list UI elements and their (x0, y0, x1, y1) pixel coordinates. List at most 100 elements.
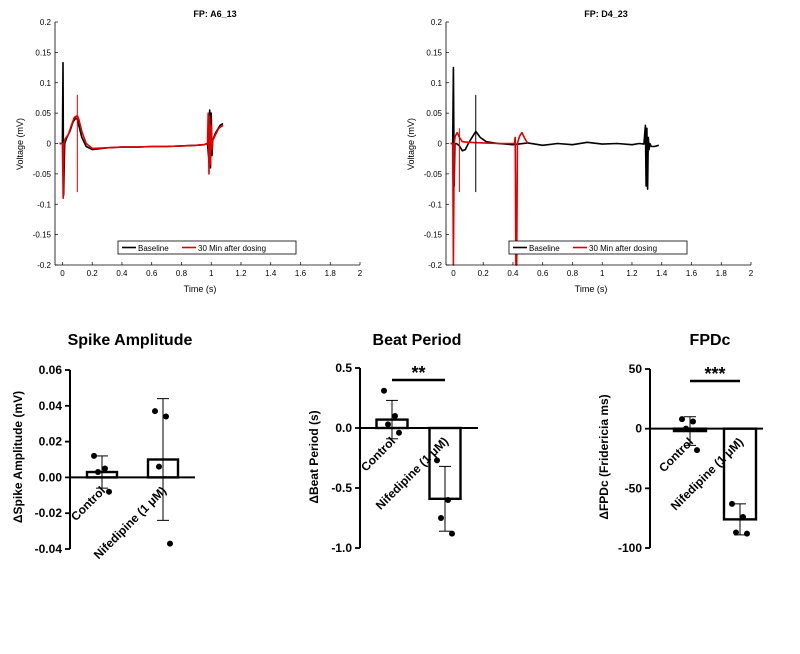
category-label: Control (656, 435, 696, 475)
data-point (679, 416, 685, 423)
trace-lines (59, 61, 224, 199)
y-tick-label: 0.1 (40, 79, 52, 88)
data-point (163, 413, 169, 420)
y-tick-label: 0.15 (426, 48, 442, 57)
bar-chart-spike-amplitude: Spike Amplitude ΔSpike Amplitude (mV) -0… (11, 332, 195, 562)
x-tick-label: 0.8 (567, 269, 579, 278)
data-point (396, 429, 402, 436)
y-tick-label: -0.05 (424, 170, 443, 179)
y-tick-label: -0.2 (428, 261, 442, 270)
bars (85, 398, 180, 547)
data-point (95, 469, 101, 476)
y-tick-label: 0 (635, 422, 642, 436)
x-tick-label: 0.8 (176, 269, 188, 278)
data-point (392, 413, 398, 419)
y-tick-label: 0.00 (39, 470, 63, 484)
bars (672, 416, 758, 537)
data-point (694, 447, 700, 454)
chart-title: FPDc (690, 332, 731, 349)
y-axis-label: Voltage (mV) (406, 118, 416, 170)
dosing-trace (450, 131, 529, 266)
trace-plot-d4-23: FP: D4_23 Voltage (mV) Time (s) -0.2 -0.1… (406, 9, 754, 294)
y-tick-label: 0.2 (40, 18, 52, 27)
legend-label-baseline: Baseline (138, 244, 169, 253)
x-tick-label: 0.6 (146, 269, 158, 278)
data-point (152, 408, 158, 415)
y-tick-labels: -0.2 -0.15 -0.1 -0.05 0 0.05 0.1 0.15 0.2 (424, 18, 449, 270)
data-point (102, 465, 108, 472)
y-tick-label: -0.05 (33, 170, 52, 179)
legend-box (508, 240, 688, 255)
trace-markers (458, 94, 477, 193)
y-tick-label: -0.5 (331, 481, 352, 495)
data-point (449, 530, 455, 537)
x-tick-label: 0.2 (87, 269, 99, 278)
category-label: Control (68, 484, 108, 524)
data-point (381, 387, 387, 394)
y-tick-label: 0.04 (39, 399, 63, 413)
data-point (740, 513, 746, 520)
significance-bracket: ** (392, 363, 445, 383)
baseline-trace (59, 61, 224, 196)
y-tick-label: 0.15 (35, 48, 51, 57)
y-tick-labels: -0.2 -0.15 -0.1 -0.05 0 0.05 0.1 0.15 0.2 (33, 18, 58, 270)
y-tick-label: 0 (438, 140, 443, 149)
trace-plot-a6-13: FP: A6_13 Voltage (mV) Time (s) -0.2 -0.1… (15, 9, 363, 294)
y-tick-label: 0.2 (431, 18, 443, 27)
legend-label-dosing: 30 Min after dosing (198, 244, 266, 253)
y-tick-label: -0.1 (37, 200, 51, 209)
chart-title: Spike Amplitude (68, 332, 193, 349)
y-tick-label: 50 (629, 362, 643, 376)
data-point (156, 463, 162, 470)
data-point (91, 452, 97, 459)
y-tick-label: 0.05 (426, 109, 442, 118)
data-point (744, 530, 750, 537)
x-tick-label: 1.8 (716, 269, 728, 278)
y-tick-label: -0.04 (35, 542, 63, 556)
data-point (729, 500, 735, 507)
x-tick-labels: 0 0.2 0.4 0.6 0.8 1 1.2 1.4 1.6 1.8 2 (451, 262, 754, 278)
y-tick-label: -0.15 (424, 231, 443, 240)
x-tick-label: 1 (209, 269, 214, 278)
x-tick-label: 2 (749, 269, 754, 278)
x-tick-label: 2 (358, 269, 363, 278)
x-axis-label: Time (s) (575, 284, 608, 294)
y-tick-labels: -1.0 -0.5 0.0 0.5 (331, 361, 360, 555)
y-axis-label: Voltage (mV) (15, 118, 25, 170)
significance-stars: ** (411, 363, 425, 383)
y-tick-label: 0.05 (35, 109, 51, 118)
data-point (438, 515, 444, 521)
bar-chart-beat-period: Beat Period ΔBeat Period (s) -1.0 -0.5 0.0… (307, 332, 478, 555)
trace-title: FP: A6_13 (193, 9, 236, 19)
data-point (434, 457, 440, 464)
trace-lines (450, 66, 660, 266)
data-point (690, 418, 696, 425)
y-tick-label: -0.02 (35, 506, 63, 520)
bar-chart-fpdc: FPDc ΔFPDc (Fridericia ms) -100 -50 0 50 Co… (597, 332, 763, 555)
baseline-trace (450, 66, 660, 190)
y-tick-label: -100 (618, 541, 642, 555)
legend-label-dosing: 30 Min after dosing (589, 244, 657, 253)
y-tick-label: -0.1 (428, 200, 442, 209)
y-tick-label: -0.2 (37, 261, 51, 270)
x-axis-label: Time (s) (184, 284, 217, 294)
y-tick-label: 0.0 (335, 421, 352, 435)
x-tick-label: 1.6 (295, 269, 307, 278)
x-tick-label: 0.2 (478, 269, 490, 278)
legend-label-baseline: Baseline (529, 244, 560, 253)
y-tick-label: -1.0 (331, 541, 352, 555)
dosing-trace (59, 112, 224, 199)
data-point (167, 540, 173, 547)
x-tick-label: 0 (60, 269, 65, 278)
x-tick-label: 0.6 (537, 269, 549, 278)
y-tick-labels: -100 -50 0 50 (618, 362, 650, 555)
x-tick-label: 1.6 (686, 269, 698, 278)
y-tick-label: 0.5 (335, 361, 352, 375)
significance-stars: *** (704, 364, 725, 384)
y-tick-label: -50 (625, 481, 643, 495)
x-tick-label: 1.2 (626, 269, 638, 278)
x-tick-labels: 0 0.2 0.4 0.6 0.8 1 1.2 1.4 1.6 1.8 2 (60, 262, 363, 278)
y-tick-label: -0.15 (33, 231, 52, 240)
